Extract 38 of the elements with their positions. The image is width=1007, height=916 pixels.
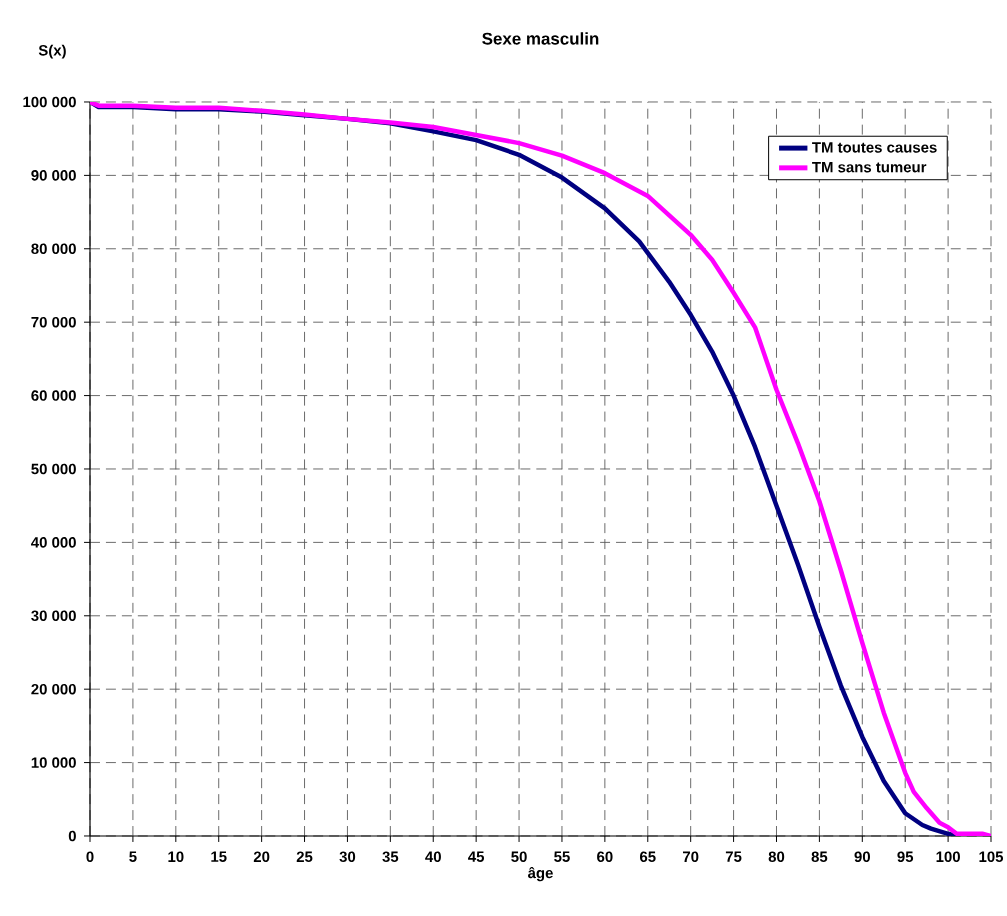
legend-label: TM sans tumeur (812, 161, 927, 173)
y-tick-label: 100 000 (23, 96, 76, 108)
x-tick-label: 50 (511, 851, 527, 863)
x-tick-label: 5 (129, 851, 137, 862)
y-axis-title: S(x) (38, 44, 66, 59)
x-tick-label: 30 (339, 851, 356, 863)
x-tick-label: 45 (468, 851, 485, 862)
x-tick-label: 95 (897, 851, 914, 863)
y-tick-label: 10 000 (31, 757, 76, 768)
x-tick-label: 15 (211, 851, 227, 862)
y-tick-label: 50 000 (31, 463, 76, 475)
x-tick-label: 90 (854, 851, 870, 863)
x-tick-label: 105 (979, 851, 1004, 863)
y-tick-label: 70 000 (31, 316, 76, 328)
x-tick-label: 40 (425, 851, 441, 863)
legend-label: TM toutes causes (812, 142, 937, 153)
chart-title: Sexe masculin (482, 32, 599, 45)
y-tick-label: 80 000 (31, 243, 76, 255)
x-tick-label: 0 (86, 851, 94, 863)
x-axis-title: âge (528, 866, 553, 882)
x-tick-label: 20 (253, 851, 270, 863)
x-tick-label: 75 (725, 851, 742, 862)
y-tick-label: 20 000 (31, 683, 76, 695)
x-tick-label: 85 (811, 851, 828, 863)
x-tick-label: 35 (382, 851, 399, 863)
x-tick-label: 25 (296, 851, 313, 863)
x-tick-label: 100 (936, 851, 960, 863)
y-tick-label: 60 000 (31, 390, 76, 401)
y-tick-label: 90 000 (31, 170, 76, 181)
x-tick-label: 60 (597, 851, 613, 863)
x-tick-label: 80 (768, 851, 785, 863)
x-tick-label: 10 (168, 851, 184, 863)
x-tick-label: 65 (640, 851, 656, 863)
y-tick-label: 0 (68, 830, 76, 842)
x-tick-label: 55 (554, 851, 570, 862)
y-tick-label: 30 000 (31, 610, 76, 622)
x-tick-label: 70 (683, 851, 699, 863)
y-tick-label: 40 000 (31, 537, 76, 548)
